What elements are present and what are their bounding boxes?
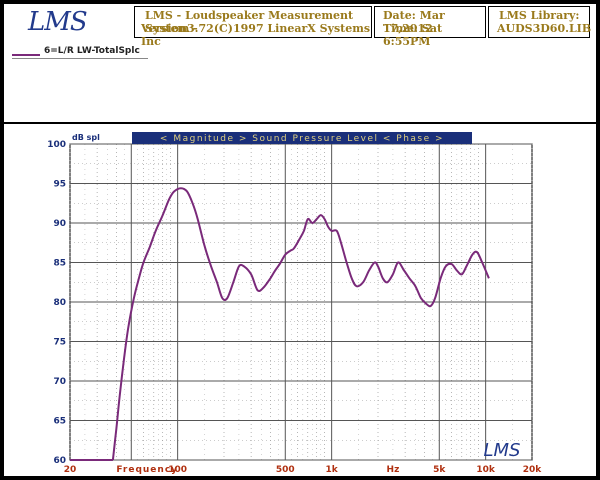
legend-swatch — [12, 54, 40, 56]
x-tick-label: 500 — [276, 465, 295, 475]
x-tick-label: Hz — [387, 465, 400, 475]
y-tick-label: 90 — [53, 219, 66, 229]
y-tick-label: 65 — [53, 417, 66, 427]
y-tick-label: 70 — [53, 377, 66, 387]
legend-underline — [12, 58, 148, 59]
library-box: LMS Library: AUDS3D60.LIB — [488, 6, 592, 38]
x-axis-label: Frequency — [116, 465, 178, 475]
lms-logo: LMS — [28, 7, 88, 37]
series-line — [111, 187, 490, 461]
chart-title: < Magnitude > Sound Pressure Level < Pha… — [160, 134, 444, 144]
frequency-response-chart: < Magnitude > Sound Pressure Level < Pha… — [47, 132, 543, 475]
title-line-1: LMS - Loudspeaker Measurement System - — [145, 9, 354, 35]
lms-watermark: LMS — [484, 440, 521, 461]
header-divider — [4, 122, 596, 124]
time-text: Time: Sat 6:55PM — [383, 22, 443, 48]
library-label: LMS Library: — [499, 9, 580, 22]
y-tick-label: 95 — [53, 180, 66, 190]
x-tick-label: 1k — [326, 465, 339, 475]
x-tick-label: 10k — [476, 465, 496, 475]
x-tick-label: 5k — [433, 465, 446, 475]
x-tick-label: 100 — [168, 465, 187, 475]
date-text: Date: Mar 17,2012 — [383, 9, 445, 35]
y-tick-label: 85 — [53, 259, 66, 269]
date-box: Date: Mar 17,2012 Time: Sat 6:55PM — [374, 6, 486, 48]
y-tick-label: 75 — [53, 338, 66, 348]
title-banner — [132, 132, 472, 144]
y-tick-label: 80 — [53, 298, 66, 308]
title-line-2: Version3.72(C)1997 LinearX Systems Inc — [141, 22, 371, 48]
y-tick-label: 60 — [53, 456, 66, 466]
y-axis-label: dB spl — [72, 133, 100, 142]
y-tick-label: 100 — [47, 140, 66, 150]
legend-label: 6=L/R LW-TotalSplc — [44, 46, 140, 56]
library-file: AUDS3D60.LIB — [497, 22, 592, 35]
x-tick-label: 20 — [64, 465, 77, 475]
grid — [69, 143, 533, 461]
plot-window: LMS LMS - Loudspeaker Measurement System… — [4, 4, 596, 476]
x-tick-label: 20k — [523, 465, 543, 475]
title-box: LMS - Loudspeaker Measurement System - V… — [134, 6, 372, 48]
